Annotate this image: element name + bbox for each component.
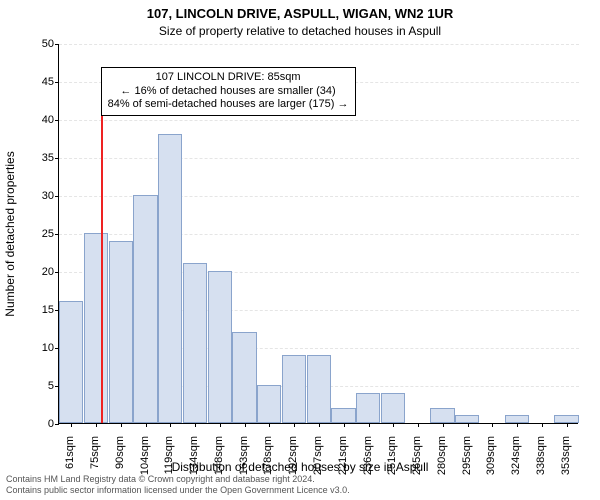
- y-tick-label: 10: [14, 342, 54, 354]
- histogram-bar: [232, 332, 256, 423]
- y-tick-label: 5: [14, 380, 54, 392]
- x-tick-mark: [418, 423, 419, 427]
- x-tick-mark: [71, 423, 72, 427]
- x-tick-mark: [468, 423, 469, 427]
- chart-subtitle: Size of property relative to detached ho…: [0, 24, 600, 38]
- x-tick-mark: [319, 423, 320, 427]
- histogram-bar: [356, 393, 380, 423]
- histogram-bar: [208, 271, 232, 423]
- y-tick-label: 35: [14, 152, 54, 164]
- x-tick-mark: [567, 423, 568, 427]
- plot-area: 107 LINCOLN DRIVE: 85sqm← 16% of detache…: [58, 44, 578, 424]
- histogram-bar: [158, 134, 182, 423]
- histogram-bar: [282, 355, 306, 423]
- x-tick-mark: [245, 423, 246, 427]
- chart-title: 107, LINCOLN DRIVE, ASPULL, WIGAN, WN2 1…: [0, 6, 600, 21]
- y-tick-label: 30: [14, 190, 54, 202]
- y-tick-mark: [55, 234, 59, 235]
- annotation-line: ← 16% of detached houses are smaller (34…: [108, 85, 349, 99]
- x-tick-mark: [96, 423, 97, 427]
- x-tick-mark: [492, 423, 493, 427]
- annotation-line: 107 LINCOLN DRIVE: 85sqm: [108, 71, 349, 85]
- y-tick-mark: [55, 82, 59, 83]
- gridline: [59, 120, 579, 121]
- y-tick-label: 0: [14, 418, 54, 430]
- reference-line: [101, 89, 103, 423]
- y-tick-label: 20: [14, 266, 54, 278]
- histogram-bar: [257, 385, 281, 423]
- annotation-box: 107 LINCOLN DRIVE: 85sqm← 16% of detache…: [101, 67, 356, 116]
- footer-attribution: Contains HM Land Registry data © Crown c…: [6, 474, 350, 496]
- x-tick-mark: [294, 423, 295, 427]
- histogram-bar: [109, 241, 133, 423]
- y-tick-mark: [55, 120, 59, 121]
- histogram-bar: [455, 415, 479, 423]
- x-tick-mark: [170, 423, 171, 427]
- histogram-bar: [381, 393, 405, 423]
- y-tick-mark: [55, 424, 59, 425]
- annotation-line: 84% of semi-detached houses are larger (…: [108, 98, 349, 112]
- histogram-bar: [430, 408, 454, 423]
- x-axis-label: Distribution of detached houses by size …: [0, 460, 600, 474]
- x-tick-mark: [517, 423, 518, 427]
- y-tick-mark: [55, 158, 59, 159]
- gridline: [59, 158, 579, 159]
- histogram-bar: [505, 415, 529, 423]
- y-tick-label: 25: [14, 228, 54, 240]
- x-tick-mark: [220, 423, 221, 427]
- y-tick-label: 50: [14, 38, 54, 50]
- x-tick-mark: [146, 423, 147, 427]
- x-tick-mark: [195, 423, 196, 427]
- gridline: [59, 44, 579, 45]
- y-tick-mark: [55, 196, 59, 197]
- histogram-bar: [331, 408, 355, 423]
- histogram-bar: [84, 233, 108, 423]
- x-tick-mark: [121, 423, 122, 427]
- histogram-bar: [307, 355, 331, 423]
- y-tick-label: 15: [14, 304, 54, 316]
- chart-container: 107, LINCOLN DRIVE, ASPULL, WIGAN, WN2 1…: [0, 0, 600, 500]
- x-tick-mark: [542, 423, 543, 427]
- footer-line-1: Contains HM Land Registry data © Crown c…: [6, 474, 350, 485]
- x-tick-mark: [269, 423, 270, 427]
- y-tick-label: 40: [14, 114, 54, 126]
- histogram-bar: [183, 263, 207, 423]
- y-tick-mark: [55, 272, 59, 273]
- y-tick-mark: [55, 44, 59, 45]
- footer-line-2: Contains public sector information licen…: [6, 485, 350, 496]
- x-tick-mark: [344, 423, 345, 427]
- histogram-bar: [133, 195, 157, 423]
- y-tick-label: 45: [14, 76, 54, 88]
- histogram-bar: [59, 301, 83, 423]
- histogram-bar: [554, 415, 578, 423]
- x-tick-mark: [369, 423, 370, 427]
- x-tick-mark: [443, 423, 444, 427]
- x-tick-mark: [393, 423, 394, 427]
